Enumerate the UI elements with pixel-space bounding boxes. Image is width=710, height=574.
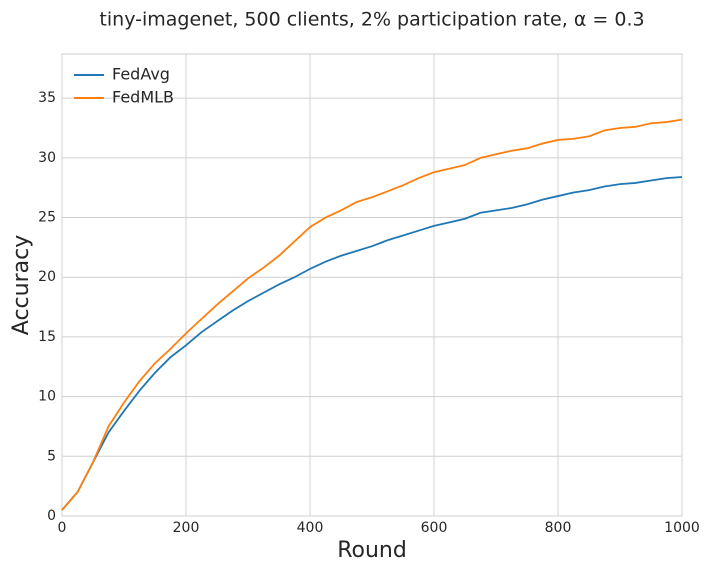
data-line bbox=[61, 118, 683, 511]
x-axis-label: Round bbox=[337, 538, 407, 563]
y-tick-label: 30 bbox=[38, 150, 56, 166]
y-tick-label: 25 bbox=[38, 210, 56, 226]
y-axis-label: Accuracy bbox=[9, 235, 34, 335]
x-tick-label: 0 bbox=[58, 520, 67, 536]
y-tick-label: 5 bbox=[47, 448, 56, 464]
x-tick-label: 1000 bbox=[664, 520, 700, 536]
x-tick-label: 600 bbox=[421, 520, 448, 536]
chart-title: tiny-imagenet, 500 clients, 2% participa… bbox=[99, 9, 644, 31]
x-tick-label: 800 bbox=[545, 520, 572, 536]
legend-label: FedMLB bbox=[112, 88, 174, 107]
y-tick-label: 20 bbox=[38, 269, 56, 285]
x-tick-label: 400 bbox=[297, 520, 324, 536]
y-tick-label: 10 bbox=[38, 389, 56, 405]
y-tick-label: 35 bbox=[38, 90, 56, 106]
legend-label: FedAvg bbox=[112, 65, 170, 84]
y-tick-label: 0 bbox=[47, 508, 56, 524]
x-tick-label: 200 bbox=[173, 520, 200, 536]
data-line bbox=[61, 176, 683, 511]
y-tick-label: 15 bbox=[38, 329, 56, 345]
plot-frame bbox=[61, 53, 683, 517]
